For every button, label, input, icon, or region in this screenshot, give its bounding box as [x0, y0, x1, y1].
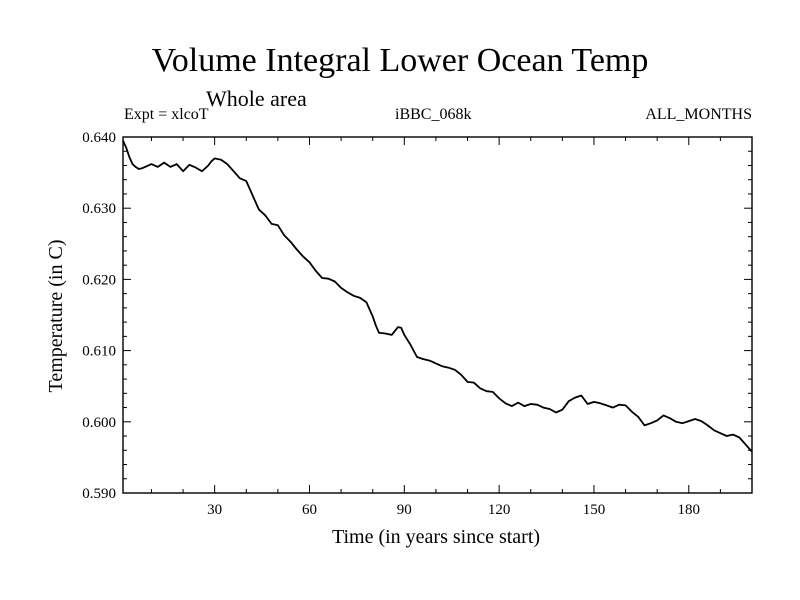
y-tick-label: 0.620: [82, 272, 116, 288]
x-axis-label: Time (in years since start): [332, 526, 540, 548]
experiment-label: Expt = xlcoT: [124, 106, 209, 123]
temperature-series-line: [122, 140, 753, 453]
x-tick-label: 180: [678, 502, 701, 518]
x-tick-label: 60: [302, 502, 317, 518]
x-tick-label: 120: [488, 502, 511, 518]
x-tick-label: 150: [583, 502, 606, 518]
x-tick-labels: 30 60 90 120 150 180: [207, 502, 700, 518]
run-id-label: iBBC_068k: [395, 106, 472, 123]
y-axis-label: Temperature (in C): [45, 240, 67, 393]
y-tick-label: 0.630: [82, 201, 116, 217]
y-tick-label: 0.600: [82, 415, 116, 431]
y-tick-labels: 0.590 0.600 0.610 0.620 0.630 0.640: [82, 130, 116, 502]
months-label: ALL_MONTHS: [645, 106, 752, 123]
x-tick-label: 30: [207, 502, 222, 518]
y-tick-label: 0.610: [82, 344, 116, 360]
y-tick-label: 0.590: [82, 486, 116, 502]
axis-ticks: [123, 136, 752, 494]
x-tick-label: 90: [397, 502, 412, 518]
y-tick-label: 0.640: [82, 130, 116, 146]
chart-title: Volume Integral Lower Ocean Temp: [151, 42, 649, 79]
plot-frame: [122, 136, 753, 494]
chart-subtitle: Whole area: [206, 86, 307, 111]
